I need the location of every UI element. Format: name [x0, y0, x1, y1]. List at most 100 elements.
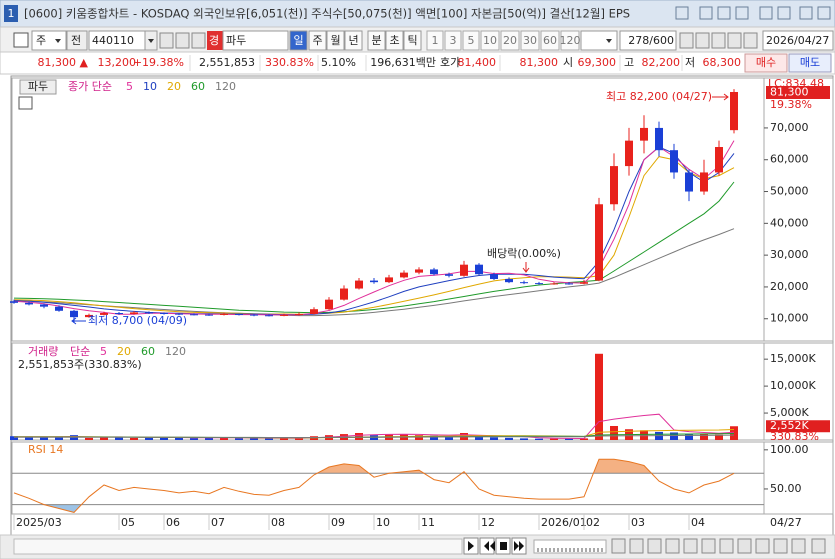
market-select[interactable]	[31, 30, 67, 51]
tool-icon[interactable]	[791, 538, 806, 554]
period-button[interactable]	[367, 30, 386, 51]
period-label[interactable]: 월	[330, 34, 340, 47]
name-input[interactable]	[222, 30, 289, 51]
interval-button[interactable]	[520, 30, 540, 51]
x-tick-label: 02	[586, 516, 600, 529]
zoom-slider[interactable]	[533, 539, 607, 554]
tool-icon[interactable]	[727, 32, 742, 49]
volume-bar	[205, 437, 213, 440]
window-number: 1	[8, 7, 15, 20]
title-icon[interactable]	[699, 6, 713, 20]
quote-change: 13,200	[98, 56, 137, 69]
period-button[interactable]	[344, 30, 363, 51]
buy-button[interactable]	[744, 53, 788, 73]
interval-button[interactable]	[540, 30, 560, 51]
title-icon[interactable]	[735, 6, 749, 20]
volume-bar	[40, 436, 48, 440]
period-label[interactable]: 주	[312, 34, 322, 47]
period-label[interactable]: 분	[371, 34, 381, 47]
sell-button[interactable]	[788, 53, 832, 73]
tool-icon[interactable]	[683, 538, 698, 554]
calendar-icon[interactable]	[18, 96, 33, 110]
interval-label[interactable]: 10	[483, 34, 497, 47]
tool-icon[interactable]	[679, 32, 694, 49]
tool-icon[interactable]	[737, 538, 752, 554]
candle-body	[730, 91, 738, 131]
candle-body	[715, 147, 723, 173]
tool-icon[interactable]	[811, 538, 826, 554]
quote-open: 69,300	[578, 56, 617, 69]
period-button[interactable]	[403, 30, 422, 51]
axis-panel	[763, 441, 834, 515]
interval-label[interactable]: 3	[450, 34, 457, 47]
title-icon[interactable]	[759, 6, 773, 20]
title-icon[interactable]	[675, 6, 689, 20]
period-button[interactable]	[289, 30, 308, 51]
candle-body	[400, 272, 408, 278]
prev-button[interactable]	[66, 30, 88, 51]
title-icon[interactable]	[717, 6, 731, 20]
title-icon[interactable]	[777, 6, 791, 20]
volume-bar	[550, 438, 558, 440]
buy-label[interactable]: 매수	[756, 56, 776, 69]
candle-body	[535, 283, 543, 285]
tool-icon[interactable]	[773, 538, 788, 554]
interval-button[interactable]	[444, 30, 462, 51]
period-button[interactable]	[326, 30, 345, 51]
tool-icon[interactable]	[611, 538, 626, 554]
market-label: 주	[36, 34, 46, 47]
period-label[interactable]: 년	[348, 34, 358, 47]
candle-body	[40, 304, 48, 307]
y-tick-label: 60,000	[770, 153, 809, 166]
chart-tab[interactable]	[19, 79, 57, 95]
tool-icon[interactable]	[711, 32, 726, 49]
annotation-arrow	[71, 317, 86, 325]
period-label[interactable]: 틱	[407, 34, 417, 47]
tool-icon[interactable]	[629, 538, 644, 554]
tool-icon[interactable]	[665, 538, 680, 554]
volume-bar	[175, 437, 183, 440]
interval-label[interactable]: 5	[468, 34, 475, 47]
tool-icon[interactable]	[719, 538, 734, 554]
tool-icon[interactable]	[175, 32, 190, 49]
interval-button[interactable]	[426, 30, 444, 51]
title-icon[interactable]	[799, 6, 813, 20]
interval-dropdown[interactable]	[580, 30, 618, 51]
title-icon[interactable]	[817, 6, 831, 20]
interval-button[interactable]	[462, 30, 480, 51]
interval-label[interactable]: 20	[503, 34, 517, 47]
x-tick-label: 07	[211, 516, 225, 529]
interval-label[interactable]: 120	[560, 34, 581, 47]
tool-icon[interactable]	[159, 32, 174, 49]
candle-body	[355, 280, 363, 289]
volume-bar	[640, 430, 648, 440]
interval-label[interactable]: 1	[432, 34, 439, 47]
interval-button[interactable]	[480, 30, 500, 51]
legend-entry: 120	[215, 80, 236, 93]
candle-body	[685, 172, 693, 192]
period-button[interactable]	[308, 30, 327, 51]
date-input[interactable]	[762, 30, 834, 51]
count-box	[619, 30, 677, 51]
tool-icon[interactable]	[695, 32, 710, 49]
tool-icon[interactable]	[647, 538, 662, 554]
interval-button[interactable]	[500, 30, 520, 51]
volume-bar	[430, 435, 438, 440]
candle-body	[115, 313, 123, 315]
period-button[interactable]	[385, 30, 404, 51]
interval-label[interactable]: 60	[543, 34, 557, 47]
count-text: 278/600	[628, 34, 674, 47]
tool-icon[interactable]	[701, 538, 716, 554]
period-label[interactable]: 초	[389, 34, 399, 47]
period-label[interactable]: 일	[293, 33, 303, 47]
chart-tab-label[interactable]: 파두	[28, 80, 48, 93]
interval-button[interactable]	[560, 30, 580, 51]
tool-icon[interactable]	[191, 32, 206, 49]
tool-icon[interactable]	[743, 32, 758, 49]
interval-label[interactable]: 30	[523, 34, 537, 47]
tool-icon[interactable]	[755, 538, 770, 554]
candle-body	[280, 314, 288, 316]
last-volume-box	[766, 420, 830, 433]
toolbar-icon[interactable]	[13, 32, 29, 48]
sell-label[interactable]: 매도	[800, 56, 820, 69]
